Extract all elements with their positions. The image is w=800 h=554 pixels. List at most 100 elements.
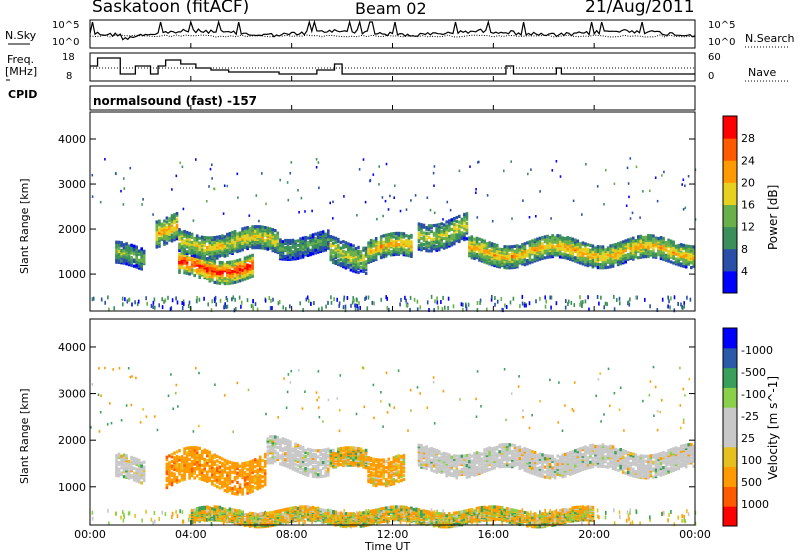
heat-cell [228,260,232,264]
heat-cell [390,467,393,471]
heat-cell [353,298,355,303]
heat-cell [168,472,171,477]
heat-cell [185,234,189,238]
heat-cell [563,474,567,478]
heat-cell [417,443,421,447]
heat-cell [407,238,411,242]
heat-cell [425,247,428,251]
heat-cell [218,470,222,474]
heat-cell [440,467,443,471]
heat-cell [536,253,539,257]
heat-cell [455,233,459,237]
heat-cell [425,241,428,245]
heat-cell [503,256,506,260]
heat-cell [306,295,309,300]
heat-cell [263,238,267,243]
heat-cell [642,245,645,249]
heat-cell [649,304,651,309]
heat-cell [324,448,327,452]
heat-cell [183,229,186,234]
heat-cell [533,459,537,463]
heat-cell [211,459,214,463]
heat-cell [152,213,154,216]
heat-cell [521,462,524,466]
heat-cell [161,297,163,302]
heat-cell [163,229,166,233]
heat-cell [548,252,552,256]
heat-cell [598,301,600,306]
heat-cell [254,302,257,307]
heat-cell [422,239,426,243]
heat-cell [279,442,282,446]
heat-cell [190,464,194,468]
heat-cell [374,480,378,484]
heat-cell [417,245,421,249]
heat-cell [465,221,469,225]
heat-cell [528,301,531,306]
heat-cell [352,455,355,459]
heat-cell [679,252,683,256]
heat-cell [445,228,448,232]
heat-cell [342,255,345,259]
heat-cell [206,463,209,467]
heat-cell [450,457,454,461]
heat-cell [271,234,275,238]
heat-cell [538,241,542,245]
heat-cell [344,256,348,260]
heat-cell [566,247,569,251]
heat-cell [440,455,443,460]
heat-cell [309,468,312,472]
heat-cell [344,245,348,249]
heat-cell [265,202,267,206]
heat-cell [274,229,277,233]
heat-cell [251,253,254,257]
heat-cell [163,227,166,231]
heat-cell [369,248,373,252]
heat-cell [493,466,496,470]
heat-cell [478,248,481,253]
heat-cell [377,244,380,248]
heat-cell [364,262,368,266]
heat-cell [367,460,370,464]
heat-cell [140,466,143,470]
heat-cell [508,448,512,452]
heat-cell [91,297,94,302]
heat-cell [604,256,607,260]
heat-cell [175,296,177,301]
heat-cell [480,246,484,250]
heat-cell [165,220,169,224]
heat-cell [211,473,214,477]
heat-cell [266,241,270,245]
heat-cell [362,260,365,264]
heat-cell [347,251,350,256]
heat-cell [190,244,194,248]
heat-cell [480,240,484,244]
heat-cell [463,212,466,217]
heat-cell [294,239,297,243]
heat-cell [463,466,466,470]
heat-cell [127,473,131,477]
heat-cell [417,448,421,452]
heat-cell [450,220,454,224]
heat-cell [246,230,249,234]
heat-cell [495,256,499,260]
heat-cell [115,460,118,464]
heat-cell [556,459,559,463]
heat-cell [228,235,232,239]
heat-cell [422,454,426,458]
heat-cell [549,295,551,300]
heat-cell [531,451,534,455]
heat-cell [225,305,227,309]
heat-cell [427,462,431,466]
heat-cell [243,237,247,242]
heat-cell [218,260,222,264]
heat-cell [195,253,199,257]
heat-cell [271,449,275,453]
heat-cell [122,458,126,462]
heat-cell [379,241,383,245]
heat-cell [632,241,635,245]
heat-cell [243,234,247,238]
heat-cell [223,468,227,472]
heat-cell [115,240,118,244]
cpid-value: normalsound (fast) -157 [93,94,258,108]
